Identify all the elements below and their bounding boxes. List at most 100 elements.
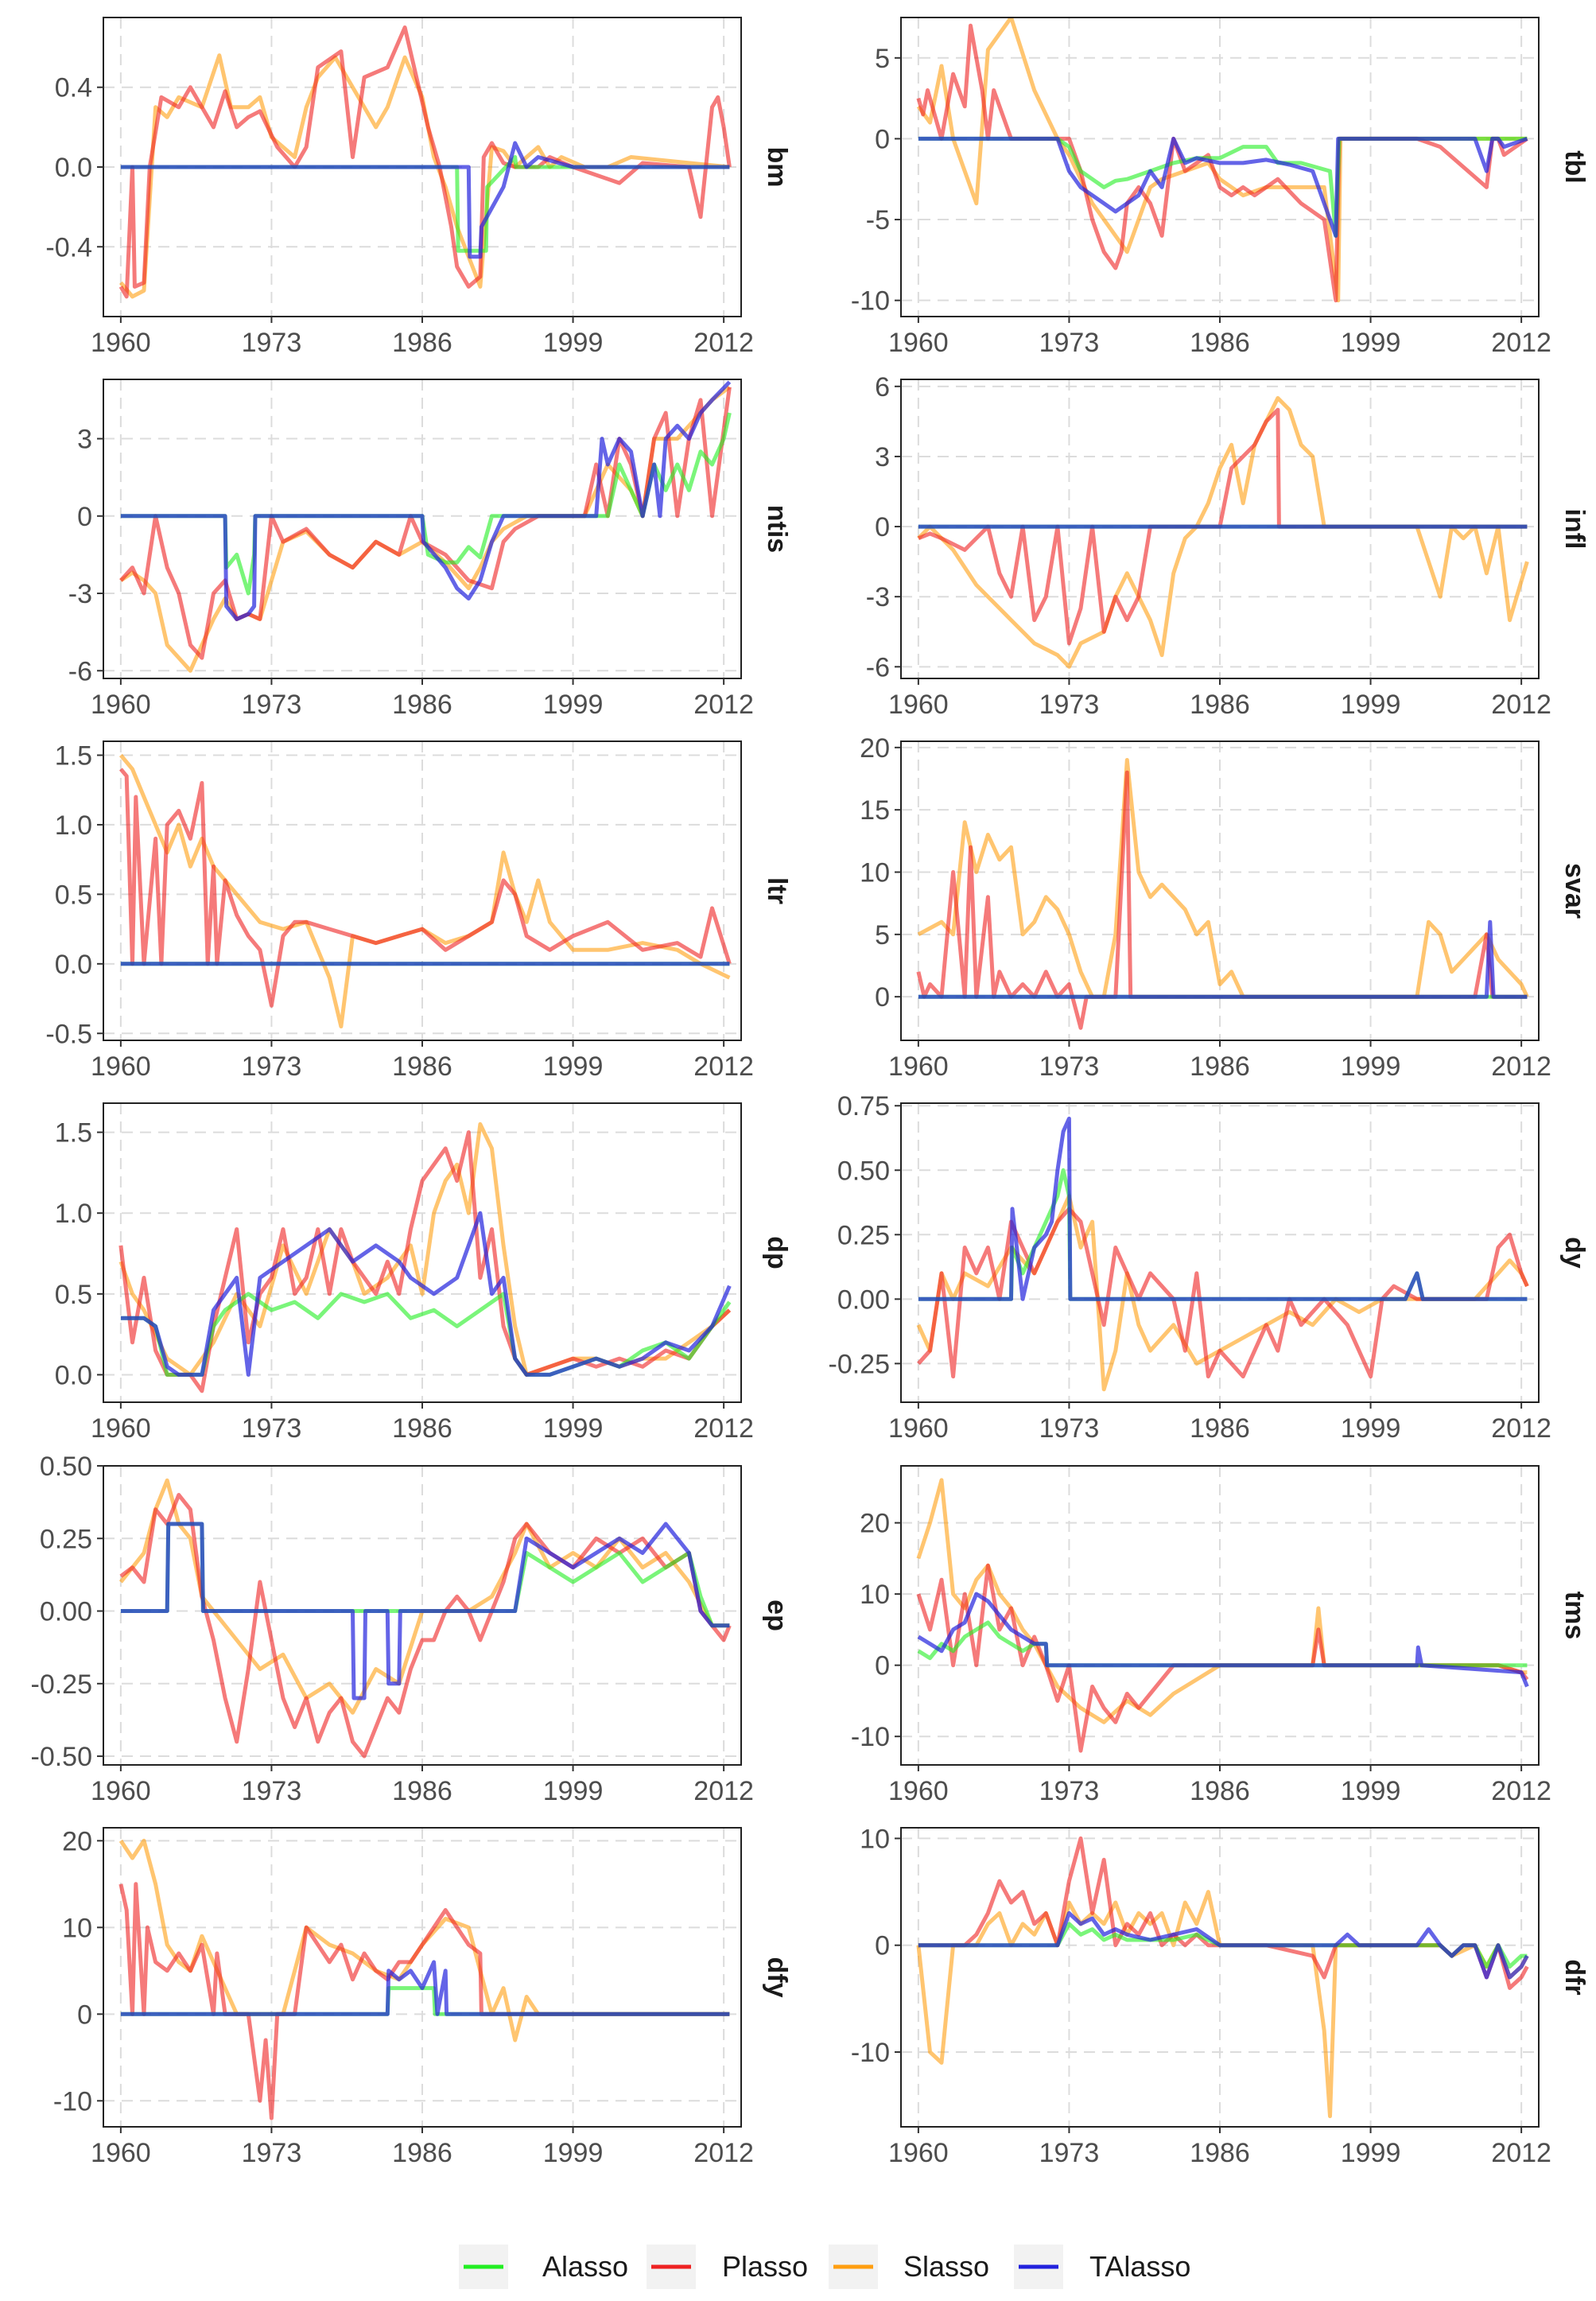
- strip-label-dfr: dfr: [1559, 1959, 1590, 1995]
- y-tick-label-tbl-1: 0: [875, 124, 890, 154]
- x-tick-label-dp-1999: 1999: [543, 1413, 604, 1444]
- panel-bm: 1960 1973 1986 1999 2012 0.4 0.0 -0.4 bm: [45, 17, 792, 358]
- y-tick-label-svar-1: 15: [860, 795, 890, 826]
- x-tick-label-bm-1973: 1973: [242, 328, 302, 358]
- y-tick-label-dfy-1: 10: [62, 1913, 92, 1943]
- series-line-bm-talasso: [120, 141, 730, 259]
- y-tick-label-dp-3: 0.0: [55, 1360, 92, 1390]
- panel-svar: 1960 1973 1986 1999 2012 20 15 10 5 0 svar: [860, 733, 1590, 1082]
- series-line-tms-talasso: [917, 1592, 1529, 1688]
- x-tick-label-svar-2012: 2012: [1491, 1051, 1551, 1082]
- x-tick-label-tms-1973: 1973: [1039, 1776, 1100, 1806]
- strip-label-bm: bm: [762, 147, 792, 188]
- panels: 1960 1973 1986 1999 2012 0.4 0.0 -0.4 bm 1960 1973…: [31, 17, 1590, 2168]
- series-line-dy-plasso: [917, 1207, 1529, 1379]
- series-line-tbl-slasso: [916, 17, 1528, 303]
- y-tick-label-ep-3: -0.25: [31, 1669, 93, 1700]
- y-tick-label-ltr-2: 0.5: [55, 880, 92, 910]
- y-tick-label-ltr-3: 0.0: [55, 950, 92, 980]
- x-tick-label-ltr-1973: 1973: [242, 1051, 302, 1082]
- x-tick-label-dfr-1960: 1960: [888, 2138, 949, 2168]
- series-line-ep-talasso: [120, 1522, 730, 1700]
- y-tick-label-dy-1: 0.50: [837, 1156, 890, 1186]
- y-tick-label-infl-0: 6: [875, 372, 890, 402]
- y-tick-label-tbl-2: -5: [866, 205, 890, 235]
- y-tick-label-tms-3: -10: [851, 1722, 890, 1752]
- y-tick-label-ltr-1: 1.0: [55, 810, 92, 841]
- y-tick-label-dy-2: 0.25: [837, 1220, 890, 1250]
- series-line-ep-plasso: [119, 1493, 732, 1759]
- y-tick-label-ep-0: 0.50: [40, 1452, 92, 1482]
- x-tick-label-dfy-2012: 2012: [693, 2138, 754, 2168]
- series-line-dfr-slasso: [916, 1890, 1529, 2119]
- x-tick-label-infl-2012: 2012: [1491, 690, 1551, 720]
- panel-dy: 1960 1973 1986 1999 2012 0.75 0.50 0.25 0.00 -0.2…: [829, 1091, 1590, 1444]
- legend: Alasso Plasso Slasso TAlasso: [459, 2245, 1190, 2289]
- series-line-tms-plasso: [916, 1563, 1529, 1753]
- y-tick-label-infl-4: -6: [866, 652, 890, 682]
- series-line-tms-slasso: [916, 1478, 1528, 1724]
- series-line-dfr-plasso: [918, 1836, 1529, 1990]
- series-lines-ep: [118, 1478, 732, 1759]
- strip-label-tbl: tbl: [1559, 150, 1590, 184]
- series-line-svar-talasso: [918, 919, 1528, 999]
- y-tick-label-dfy-2: 0: [77, 2000, 92, 2030]
- series-line-dfy-plasso: [118, 1882, 730, 2120]
- x-tick-label-dp-1960: 1960: [91, 1413, 151, 1444]
- panel-dfr: 1960 1973 1986 1999 2012 10 0 -10 dfr: [851, 1824, 1590, 2168]
- legend-label-plasso: Plasso: [722, 2250, 808, 2283]
- x-tick-label-dfy-1960: 1960: [91, 2138, 151, 2168]
- x-tick-label-dfy-1986: 1986: [392, 2138, 452, 2168]
- x-tick-label-ep-1960: 1960: [91, 1776, 151, 1806]
- y-tick-label-svar-2: 10: [860, 858, 890, 888]
- x-tick-label-svar-1960: 1960: [888, 1051, 949, 1082]
- y-tick-label-ltr-4: -0.5: [45, 1019, 92, 1049]
- series-line-ltr-plasso: [118, 768, 732, 1008]
- y-tick-label-svar-0: 20: [860, 733, 890, 764]
- x-tick-label-tms-1986: 1986: [1190, 1776, 1250, 1806]
- y-tick-label-dfr-1: 0: [875, 1931, 890, 1961]
- y-tick-label-svar-3: 5: [875, 920, 890, 950]
- series-line-dp-plasso: [118, 1130, 732, 1393]
- y-tick-label-ntis-1: 0: [77, 502, 92, 532]
- x-tick-label-ltr-1960: 1960: [91, 1051, 151, 1082]
- strip-label-ltr: ltr: [762, 877, 792, 904]
- y-tick-label-ep-4: -0.50: [31, 1742, 93, 1772]
- y-tick-label-dfy-3: -10: [53, 2086, 92, 2116]
- x-tick-label-infl-1960: 1960: [888, 690, 949, 720]
- x-tick-label-ntis-2012: 2012: [693, 690, 754, 720]
- x-tick-label-dp-1986: 1986: [392, 1413, 452, 1444]
- panel-dfy: 1960 1973 1986 1999 2012 20 10 0 -10 dfy: [53, 1826, 792, 2168]
- y-tick-label-dy-3: 0.00: [837, 1285, 890, 1315]
- x-tick-label-dp-2012: 2012: [693, 1413, 754, 1444]
- y-tick-label-ntis-0: 3: [77, 425, 92, 455]
- series-line-ntis-talasso: [120, 380, 732, 621]
- x-tick-label-dy-1960: 1960: [888, 1413, 949, 1444]
- series-line-dfy-talasso: [120, 1960, 730, 2016]
- x-tick-label-ltr-2012: 2012: [693, 1051, 754, 1082]
- y-tick-label-ntis-2: -3: [68, 579, 92, 609]
- series-lines-tms: [916, 1478, 1529, 1753]
- series-lines-dy: [916, 1116, 1529, 1392]
- y-tick-label-dy-4: -0.25: [829, 1349, 891, 1379]
- x-tick-label-tbl-1973: 1973: [1039, 328, 1100, 358]
- series-lines-dfy: [118, 1838, 730, 2120]
- series-line-dp-talasso: [120, 1211, 732, 1377]
- x-tick-label-tbl-2012: 2012: [1491, 328, 1551, 358]
- panel-dp: 1960 1973 1986 1999 2012 1.5 1.0 0.5 0.0 dp: [55, 1102, 792, 1444]
- x-tick-label-dfr-1986: 1986: [1190, 2138, 1250, 2168]
- x-tick-label-bm-1999: 1999: [543, 328, 604, 358]
- x-tick-label-ntis-1973: 1973: [242, 690, 302, 720]
- y-tick-label-tbl-3: -10: [851, 286, 890, 317]
- strip-label-ep: ep: [762, 1599, 792, 1631]
- x-tick-label-bm-1960: 1960: [91, 328, 151, 358]
- x-tick-label-ep-1999: 1999: [543, 1776, 604, 1806]
- x-tick-label-ntis-1986: 1986: [392, 690, 452, 720]
- series-lines-dp: [118, 1121, 732, 1393]
- y-tick-label-bm-0: 0.4: [55, 73, 92, 103]
- x-tick-label-ltr-1986: 1986: [392, 1051, 452, 1082]
- series-lines-bm: [118, 25, 732, 299]
- series-line-dfr-talasso: [918, 1910, 1529, 1980]
- x-tick-label-dfr-1973: 1973: [1039, 2138, 1100, 2168]
